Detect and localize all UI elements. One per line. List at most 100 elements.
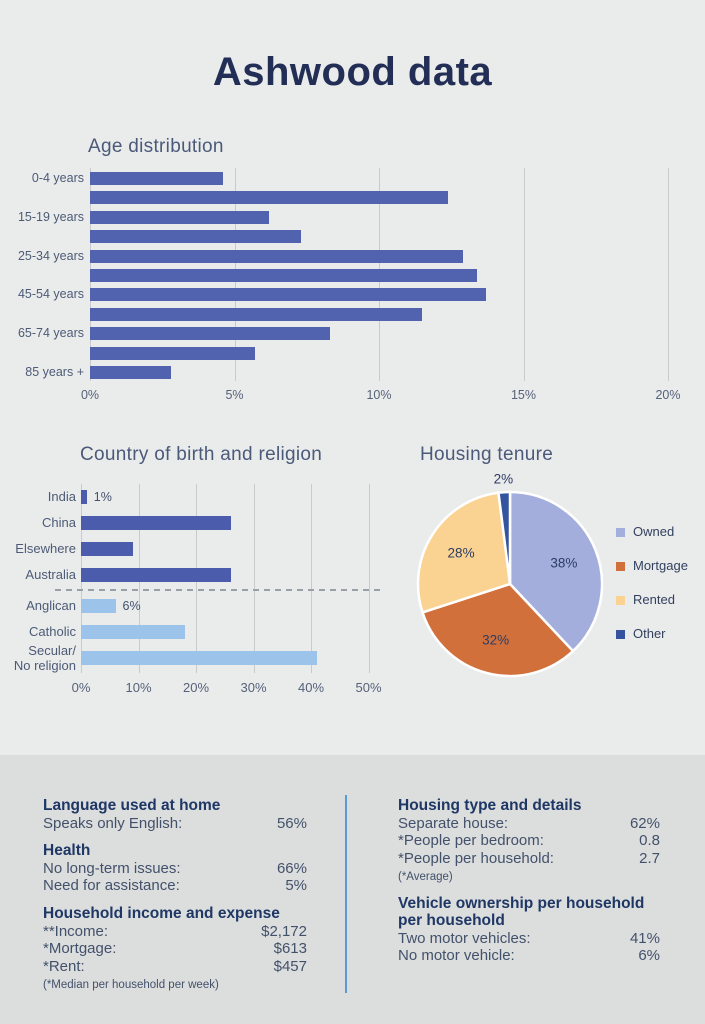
country-religion-divider (55, 589, 383, 591)
age-category-label: 15-19 years (17, 209, 84, 224)
religion-bar (81, 625, 185, 639)
age-bar (90, 210, 270, 224)
stat-label: Need for assistance: (43, 877, 180, 895)
pie-slice-label: 28% (447, 545, 475, 561)
stat-label: **Income: (43, 923, 109, 940)
age-bar (90, 288, 486, 302)
stat-label: No long-term issues: (43, 860, 181, 877)
stat-value: 2.7 (639, 849, 660, 867)
birth-religion-x-tick: 0% (71, 680, 91, 695)
stat-row: No motor vehicle: 6% (398, 947, 660, 964)
age-bar (90, 191, 449, 205)
birth-religion-x-tick: 40% (297, 680, 325, 695)
country-bar (81, 516, 231, 530)
stat-value: $457 (273, 957, 307, 975)
legend-item-owned: Owned (616, 524, 674, 540)
stat-row: *Rent: $457 (43, 958, 307, 975)
section-heading: Housing type and details (398, 797, 582, 814)
age-chart-x-tick: 10% (366, 388, 392, 402)
stat-value: $613 (273, 940, 307, 958)
stat-value: 62% (629, 815, 660, 832)
country-bar (81, 568, 231, 582)
stat-row: Speaks only English: 56% (43, 815, 307, 832)
section-note: (*Average) (398, 870, 453, 883)
pie-slice-rented (416, 491, 512, 614)
stat-row: Separate house: 62% (398, 815, 660, 832)
stat-value: 0.8 (639, 832, 660, 850)
section-heading: Health (43, 842, 91, 859)
bar-value-annotation: 6% (122, 599, 141, 613)
age-bar (90, 346, 255, 360)
stat-label: No motor vehicle: (398, 947, 515, 965)
religion-bar (81, 599, 116, 613)
age-category-label: 85 years + (25, 365, 84, 379)
birth-religion-category-label: Secular/ No religion (13, 643, 76, 673)
birth-religion-category-label: Catholic (29, 624, 76, 639)
section-heading: Household income and expense (43, 905, 280, 922)
stat-value: 66% (276, 860, 307, 877)
column-divider (345, 795, 347, 993)
section-heading: Vehicle ownership per household per hous… (398, 895, 645, 929)
legend-label: Mortgage (633, 558, 688, 573)
age-bar (90, 230, 301, 244)
stat-row: *People per household: 2.7 (398, 850, 660, 867)
birth-religion-chart-title: Country of birth and religion (80, 444, 323, 465)
stat-label: Speaks only English: (43, 815, 183, 832)
age-bar (90, 307, 423, 321)
stat-row: Need for assistance: 5% (43, 877, 307, 894)
stat-label: *Mortgage: (43, 940, 117, 958)
legend-swatch-icon (616, 527, 625, 537)
stat-row: No long-term issues: 66% (43, 860, 307, 877)
birth-religion-category-label: India (47, 489, 76, 504)
section-heading: Language used at home (43, 797, 221, 814)
birth-religion-category-label: Anglican (26, 598, 76, 613)
stat-value: 5% (285, 877, 307, 895)
pie-slice-owned (508, 490, 604, 653)
pie-svg (416, 490, 604, 678)
pie-slice-label: 38% (550, 555, 578, 571)
stats-section-left-1: Health No long-term issues: 66% Need for as… (43, 842, 307, 895)
stat-label: *Rent: (43, 957, 85, 975)
country-bar (81, 490, 87, 504)
legend-swatch-icon (616, 561, 625, 571)
stat-label: Separate house: (398, 815, 509, 832)
age-category-label: 65-74 years (17, 326, 84, 341)
housing-tenure-chart-title: Housing tenure (420, 444, 554, 465)
pie-slice-other (497, 490, 512, 586)
stat-row: *People per bedroom: 0.8 (398, 832, 660, 849)
stats-section-left-2: Household income and expense **Income: $2,… (43, 905, 307, 991)
pie-slice-label: 2% (493, 471, 514, 487)
age-bar (90, 269, 478, 282)
age-chart-x-tick: 0% (80, 388, 100, 402)
stat-value: 56% (276, 815, 307, 832)
age-chart-x-tick: 15% (510, 388, 537, 402)
age-bar (90, 327, 330, 341)
country-bar (81, 542, 133, 556)
legend-swatch-icon (616, 595, 625, 605)
age-bar (90, 366, 171, 379)
pie-slice-label: 32% (482, 632, 510, 648)
stat-row: **Income: $2,172 (43, 923, 307, 940)
age-chart-title: Age distribution (88, 136, 224, 157)
age-bar (90, 172, 223, 185)
stat-value: 6% (638, 947, 660, 965)
bar-value-annotation: 1% (93, 490, 112, 504)
birth-religion-x-tick: 50% (355, 680, 382, 695)
stat-row: Two motor vehicles: 41% (398, 930, 660, 947)
age-chart-x-tick: 20% (655, 388, 681, 402)
birth-religion-x-tick: 30% (240, 680, 267, 695)
age-chart-gridline (668, 168, 669, 381)
age-chart-x-tick: 5% (225, 388, 244, 402)
stats-panel (0, 755, 705, 1024)
birth-religion-x-tick: 10% (125, 680, 152, 695)
legend-label: Other (633, 626, 666, 641)
stat-row: *Mortgage: $613 (43, 940, 307, 957)
stat-value: 41% (629, 930, 660, 947)
legend-swatch-icon (616, 629, 625, 639)
stats-section-left-0: Language used at home Speaks only English… (43, 797, 307, 832)
birth-religion-x-tick: 20% (182, 680, 210, 695)
stats-section-right-1: Vehicle ownership per household per hous… (398, 895, 660, 965)
religion-bar (81, 651, 317, 665)
section-note: (*Median per household per week) (43, 978, 219, 991)
